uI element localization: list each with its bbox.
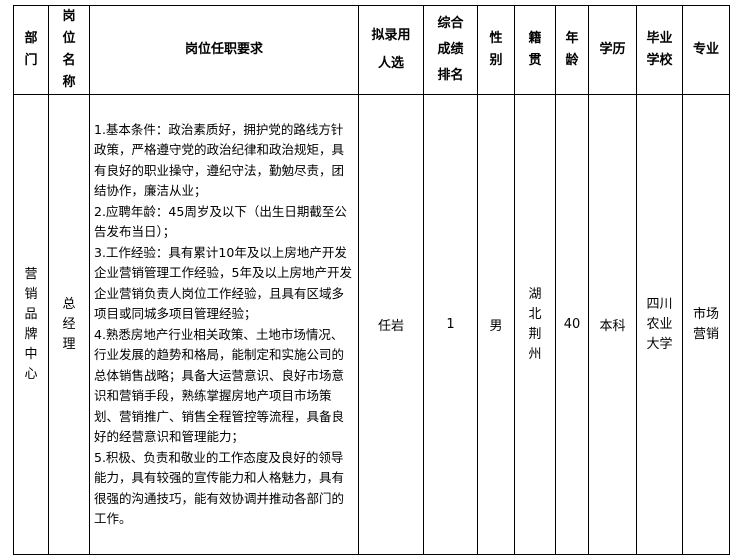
cell-position: 总 经 理 xyxy=(48,94,90,555)
cell-age: 40 xyxy=(555,94,589,555)
header-major: 专业 xyxy=(682,5,730,95)
cell-gender: 男 xyxy=(477,94,515,555)
recruitment-table: 部 门 岗 位 名 称 岗位任职要求 拟录用 人选 综合 成绩 排名 性 别 籍… xyxy=(13,5,730,555)
header-school: 毕业 学校 xyxy=(636,5,683,95)
header-rank: 综合 成绩 排名 xyxy=(423,5,478,95)
header-row: 部 门 岗 位 名 称 岗位任职要求 拟录用 人选 综合 成绩 排名 性 别 籍… xyxy=(13,5,730,95)
header-gender: 性 别 xyxy=(477,5,515,95)
header-position: 岗 位 名 称 xyxy=(48,5,90,95)
cell-candidate: 任岩 xyxy=(358,94,424,555)
cell-rank: 1 xyxy=(423,94,478,555)
header-origin: 籍 贯 xyxy=(514,5,556,95)
header-department: 部 门 xyxy=(13,5,49,95)
header-requirements: 岗位任职要求 xyxy=(89,5,359,95)
cell-education: 本科 xyxy=(588,94,637,555)
header-age: 年 龄 xyxy=(555,5,589,95)
cell-major: 市场 营销 xyxy=(682,94,730,555)
header-candidate: 拟录用 人选 xyxy=(358,5,424,95)
cell-department: 营 销 品 牌 中 心 xyxy=(13,94,49,555)
header-education: 学历 xyxy=(588,5,637,95)
cell-school: 四川 农业 大学 xyxy=(636,94,683,555)
cell-origin: 湖 北 荆 州 xyxy=(514,94,556,555)
cell-requirements: 1.基本条件：政治素质好，拥护党的路线方针政策，严格遵守党的政治纪律和政治规矩，… xyxy=(89,94,359,555)
table-row: 营 销 品 牌 中 心 总 经 理 1.基本条件：政治素质好，拥护党的路线方针政… xyxy=(13,94,730,555)
